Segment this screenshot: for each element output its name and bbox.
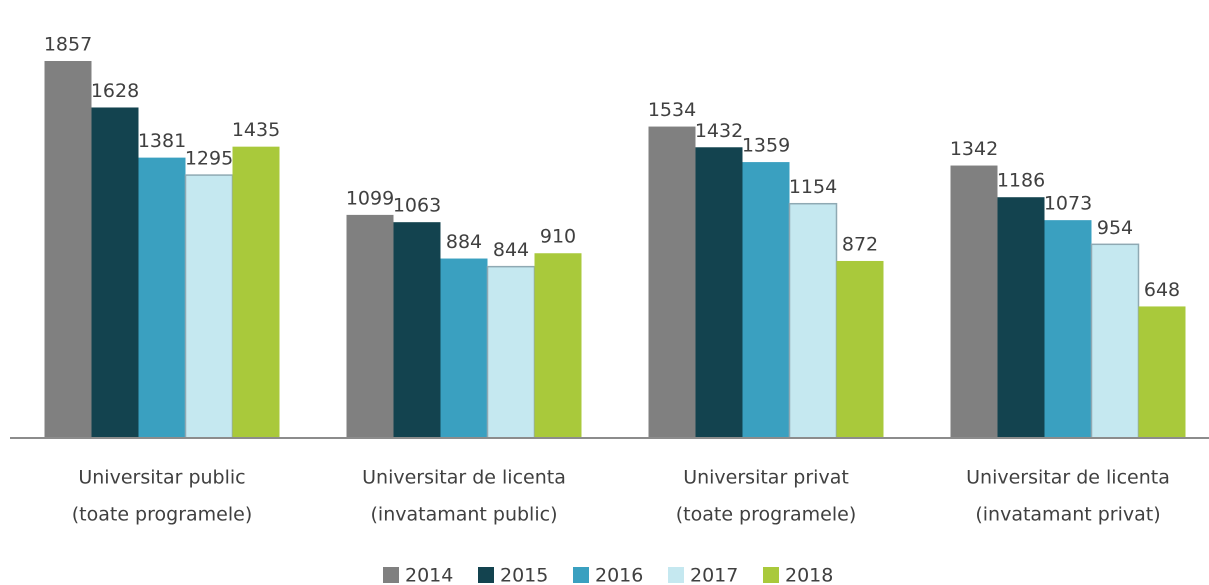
legend-swatch <box>763 567 779 583</box>
data-label: 1063 <box>393 195 441 217</box>
bar <box>695 147 743 438</box>
legend-label: 2017 <box>690 565 738 585</box>
data-label: 1628 <box>91 80 139 102</box>
legend-label: 2015 <box>500 565 548 585</box>
data-label: 1154 <box>789 176 837 198</box>
bar <box>1138 306 1186 438</box>
data-label: 1435 <box>232 119 280 141</box>
data-label: 884 <box>446 231 482 253</box>
bar <box>91 107 139 438</box>
bar <box>742 162 790 438</box>
bar <box>486 265 536 439</box>
bar <box>997 197 1045 438</box>
data-label: 1342 <box>950 138 998 160</box>
data-label: 1857 <box>44 33 92 55</box>
bar <box>138 157 186 438</box>
legend-label: 2016 <box>595 565 643 585</box>
legend-swatch <box>383 567 399 583</box>
data-label: 1186 <box>997 170 1045 192</box>
legend-swatch <box>668 567 684 583</box>
bar <box>393 222 441 438</box>
legend-swatch <box>478 567 494 583</box>
data-label: 1073 <box>1044 193 1092 215</box>
bar <box>44 60 92 439</box>
legend-swatch <box>573 567 589 583</box>
bar <box>184 174 234 439</box>
data-label: 1359 <box>742 135 790 157</box>
data-label: 910 <box>540 226 576 248</box>
bar <box>836 260 884 438</box>
bar <box>346 214 394 438</box>
x-tick-label: (invatamant privat) <box>975 504 1160 526</box>
x-tick-label: (toate programele) <box>676 504 856 526</box>
bar <box>648 126 696 439</box>
legend-label: 2014 <box>405 565 453 585</box>
data-label: 1295 <box>185 148 233 170</box>
x-tick-label: (toate programele) <box>72 504 252 526</box>
x-tick-label: Universitar de licenta <box>362 467 566 489</box>
x-tick-label: Universitar public <box>78 467 245 489</box>
data-label: 872 <box>842 233 878 255</box>
bar <box>1090 243 1140 439</box>
x-tick-label: (invatamant public) <box>371 504 558 526</box>
data-label: 844 <box>493 239 529 261</box>
data-label: 1534 <box>648 99 696 121</box>
data-label: 1381 <box>138 130 186 152</box>
data-label: 1432 <box>695 120 743 142</box>
legend-label: 2018 <box>785 565 833 585</box>
x-tick-label: Universitar privat <box>683 467 849 489</box>
bar <box>788 202 838 439</box>
bar <box>440 258 488 438</box>
data-label: 648 <box>1144 279 1180 301</box>
bar <box>950 165 998 438</box>
bar <box>534 253 582 438</box>
x-tick-label: Universitar de licenta <box>966 467 1170 489</box>
data-label: 1099 <box>346 187 394 209</box>
bar <box>232 146 280 438</box>
data-label: 954 <box>1097 217 1133 239</box>
bar <box>1044 220 1092 438</box>
